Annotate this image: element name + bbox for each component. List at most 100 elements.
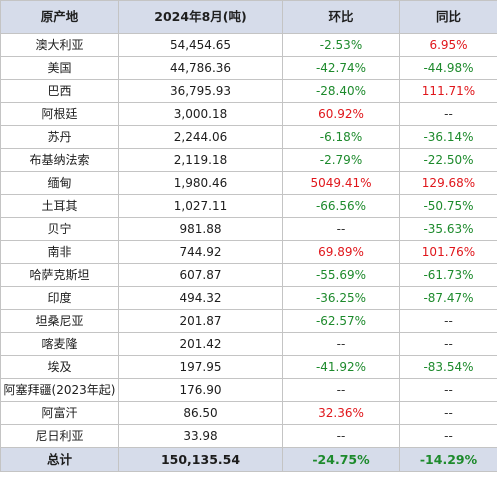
table-row: 缅甸 1,980.46 5049.41% 129.68% [0,171,497,195]
table-header: 原产地 2024年8月(吨) 环比 同比 [0,0,497,34]
origin-cell: 布基纳法索 [0,148,119,172]
yoy-cell: -87.47% [399,286,497,310]
yoy-cell: -22.50% [399,148,497,172]
mom-cell: -55.69% [282,263,400,287]
volume-cell: 744.92 [118,240,283,264]
origin-cell: 美国 [0,56,119,80]
total-row: 总计 150,135.54 -24.75% -14.29% [0,447,497,472]
yoy-cell: -- [399,309,497,333]
table-body: 澳大利亚 54,454.65 -2.53% 6.95% 美国 44,786.36 -42.7… [0,33,497,448]
mom-cell: -2.79% [282,148,400,172]
yoy-cell: 129.68% [399,171,497,195]
total-yoy: -14.29% [399,447,497,472]
table-row: 澳大利亚 54,454.65 -2.53% 6.95% [0,33,497,57]
header-mom: 环比 [282,0,400,34]
origin-cell: 缅甸 [0,171,119,195]
origin-cell: 阿根廷 [0,102,119,126]
table-row: 贝宁 981.88 -- -35.63% [0,217,497,241]
volume-cell: 201.87 [118,309,283,333]
volume-cell: 2,119.18 [118,148,283,172]
table-row: 尼日利亚 33.98 -- -- [0,424,497,448]
yoy-cell: 6.95% [399,33,497,57]
header-origin: 原产地 [0,0,119,34]
mom-cell: -66.56% [282,194,400,218]
import-origin-table: 原产地 2024年8月(吨) 环比 同比 澳大利亚 54,454.65 -2.53%… [0,0,497,472]
origin-cell: 坦桑尼亚 [0,309,119,333]
table-footer: 总计 150,135.54 -24.75% -14.29% [0,447,497,472]
table-row: 布基纳法索 2,119.18 -2.79% -22.50% [0,148,497,172]
header-volume: 2024年8月(吨) [118,0,283,34]
mom-cell: -- [282,378,400,402]
origin-cell: 印度 [0,286,119,310]
header-yoy: 同比 [399,0,497,34]
volume-cell: 201.42 [118,332,283,356]
table-row: 印度 494.32 -36.25% -87.47% [0,286,497,310]
volume-cell: 197.95 [118,355,283,379]
volume-cell: 1,980.46 [118,171,283,195]
mom-cell: -2.53% [282,33,400,57]
origin-cell: 南非 [0,240,119,264]
mom-cell: 5049.41% [282,171,400,195]
yoy-cell: -- [399,424,497,448]
table-row: 哈萨克斯坦 607.87 -55.69% -61.73% [0,263,497,287]
table-row: 苏丹 2,244.06 -6.18% -36.14% [0,125,497,149]
yoy-cell: -- [399,102,497,126]
yoy-cell: -35.63% [399,217,497,241]
mom-cell: 60.92% [282,102,400,126]
mom-cell: -28.40% [282,79,400,103]
origin-cell: 哈萨克斯坦 [0,263,119,287]
table-row: 阿富汗 86.50 32.36% -- [0,401,497,425]
yoy-cell: -83.54% [399,355,497,379]
yoy-cell: -50.75% [399,194,497,218]
origin-cell: 澳大利亚 [0,33,119,57]
total-volume: 150,135.54 [118,447,283,472]
mom-cell: -- [282,217,400,241]
mom-cell: -- [282,332,400,356]
origin-cell: 苏丹 [0,125,119,149]
volume-cell: 44,786.36 [118,56,283,80]
header-row: 原产地 2024年8月(吨) 环比 同比 [0,0,497,34]
volume-cell: 176.90 [118,378,283,402]
table-row: 喀麦隆 201.42 -- -- [0,332,497,356]
volume-cell: 494.32 [118,286,283,310]
yoy-cell: 111.71% [399,79,497,103]
yoy-cell: -61.73% [399,263,497,287]
origin-cell: 埃及 [0,355,119,379]
origin-cell: 贝宁 [0,217,119,241]
volume-cell: 86.50 [118,401,283,425]
mom-cell: -36.25% [282,286,400,310]
total-mom: -24.75% [282,447,400,472]
volume-cell: 3,000.18 [118,102,283,126]
table-row: 坦桑尼亚 201.87 -62.57% -- [0,309,497,333]
origin-cell: 阿塞拜疆(2023年起) [0,378,119,402]
mom-cell: 32.36% [282,401,400,425]
volume-cell: 33.98 [118,424,283,448]
origin-cell: 土耳其 [0,194,119,218]
volume-cell: 981.88 [118,217,283,241]
origin-cell: 尼日利亚 [0,424,119,448]
volume-cell: 54,454.65 [118,33,283,57]
yoy-cell: -- [399,401,497,425]
mom-cell: -42.74% [282,56,400,80]
origin-cell: 阿富汗 [0,401,119,425]
volume-cell: 607.87 [118,263,283,287]
table-row: 土耳其 1,027.11 -66.56% -50.75% [0,194,497,218]
mom-cell: -41.92% [282,355,400,379]
mom-cell: -6.18% [282,125,400,149]
volume-cell: 2,244.06 [118,125,283,149]
yoy-cell: -36.14% [399,125,497,149]
volume-cell: 1,027.11 [118,194,283,218]
table-row: 阿塞拜疆(2023年起) 176.90 -- -- [0,378,497,402]
table-row: 巴西 36,795.93 -28.40% 111.71% [0,79,497,103]
origin-cell: 喀麦隆 [0,332,119,356]
yoy-cell: -44.98% [399,56,497,80]
table-row: 美国 44,786.36 -42.74% -44.98% [0,56,497,80]
mom-cell: 69.89% [282,240,400,264]
mom-cell: -62.57% [282,309,400,333]
table-row: 阿根廷 3,000.18 60.92% -- [0,102,497,126]
mom-cell: -- [282,424,400,448]
table-row: 埃及 197.95 -41.92% -83.54% [0,355,497,379]
table-row: 南非 744.92 69.89% 101.76% [0,240,497,264]
origin-cell: 巴西 [0,79,119,103]
yoy-cell: 101.76% [399,240,497,264]
